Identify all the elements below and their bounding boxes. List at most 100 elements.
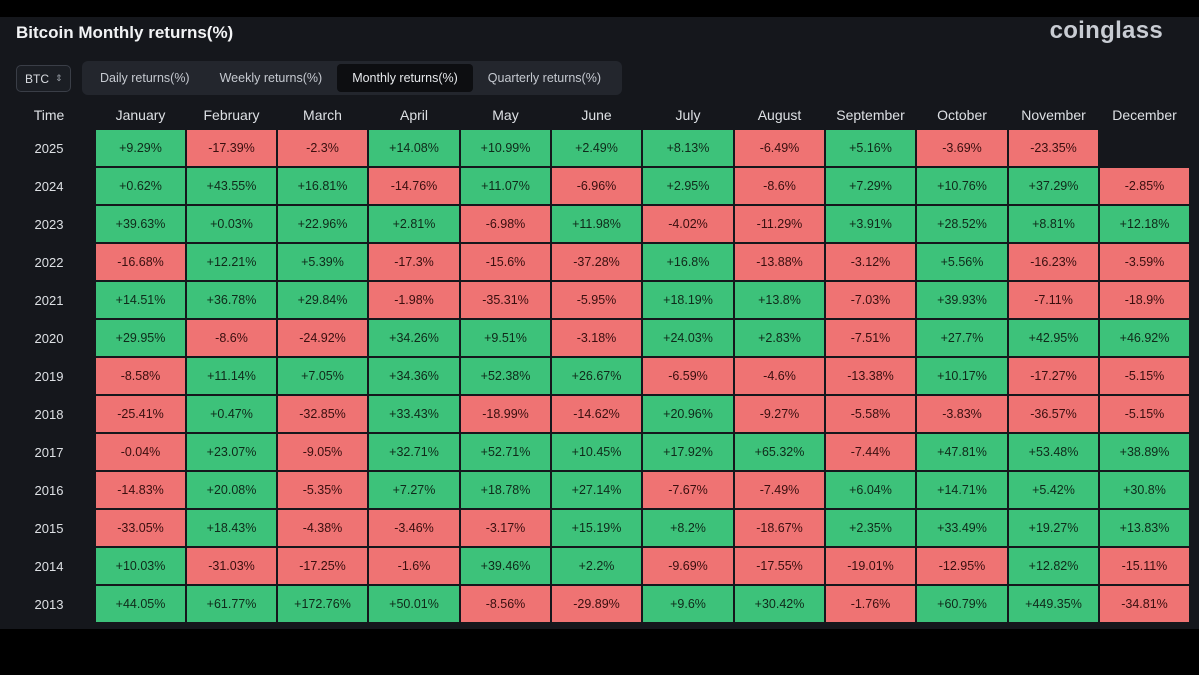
return-cell: +47.81% bbox=[915, 432, 1009, 472]
return-cell: +2.49% bbox=[550, 128, 643, 168]
return-cell: +52.38% bbox=[459, 356, 552, 396]
table-row: 2015 -33.05% +18.43% -4.38% -3.46% -3.17% +15.… bbox=[2, 508, 1191, 548]
return-cell: -31.03% bbox=[185, 546, 278, 586]
return-cell: -15.11% bbox=[1098, 546, 1191, 586]
return-cell: +5.16% bbox=[824, 128, 917, 168]
return-cell: +7.27% bbox=[367, 470, 461, 510]
return-cell: +16.8% bbox=[641, 242, 735, 282]
table-row: 2017 -0.04% +23.07% -9.05% +32.71% +52.71% +10… bbox=[2, 432, 1191, 472]
return-cell: -2.85% bbox=[1098, 166, 1191, 206]
return-cell: -5.58% bbox=[824, 394, 917, 434]
table-row: 2024 +0.62% +43.55% +16.81% -14.76% +11.07% -6… bbox=[2, 166, 1191, 206]
return-cell: +11.14% bbox=[185, 356, 278, 396]
year-cell: 2013 bbox=[2, 584, 96, 624]
return-cell: -5.15% bbox=[1098, 356, 1191, 396]
tab-monthly-returns[interactable]: Monthly returns(%) bbox=[337, 64, 473, 92]
return-cell: +9.51% bbox=[459, 318, 552, 358]
column-header-time: Time bbox=[33, 106, 65, 123]
return-cell: +14.08% bbox=[367, 128, 461, 168]
return-cell: -3.69% bbox=[915, 128, 1009, 168]
return-cell: +27.7% bbox=[915, 318, 1009, 358]
return-cell: +2.2% bbox=[550, 546, 643, 586]
tab-weekly-returns[interactable]: Weekly returns(%) bbox=[219, 71, 323, 85]
return-cell: +10.03% bbox=[94, 546, 187, 586]
return-cell: -1.76% bbox=[824, 584, 917, 624]
return-cell: -18.67% bbox=[733, 508, 826, 548]
return-cell: -36.57% bbox=[1007, 394, 1100, 434]
return-cell: +0.62% bbox=[94, 166, 187, 206]
return-cell: -3.83% bbox=[915, 394, 1009, 434]
return-cell: -9.05% bbox=[276, 432, 369, 472]
return-cell: -4.38% bbox=[276, 508, 369, 548]
return-cell: +30.8% bbox=[1098, 470, 1191, 510]
table-row: 2016 -14.83% +20.08% -5.35% +7.27% +18.78% +27… bbox=[2, 470, 1191, 510]
chevron-updown-icon: ⇕ bbox=[55, 73, 63, 83]
return-cell: -7.11% bbox=[1007, 280, 1100, 320]
column-header-november: November bbox=[1021, 106, 1086, 123]
return-cell: -3.17% bbox=[459, 508, 552, 548]
return-cell: +2.35% bbox=[824, 508, 917, 548]
returns-tabs: Daily returns(%) Weekly returns(%) Month… bbox=[82, 61, 622, 95]
return-cell: -35.31% bbox=[459, 280, 552, 320]
return-cell: +12.21% bbox=[185, 242, 278, 282]
return-cell: +8.13% bbox=[641, 128, 735, 168]
return-cell: -3.18% bbox=[550, 318, 643, 358]
return-cell: -32.85% bbox=[276, 394, 369, 434]
table-header-row: Time January February March April May June July… bbox=[3, 101, 1190, 129]
return-cell: -8.58% bbox=[94, 356, 187, 396]
return-cell: +60.79% bbox=[915, 584, 1009, 624]
return-cell: -14.76% bbox=[367, 166, 461, 206]
return-cell: +19.27% bbox=[1007, 508, 1100, 548]
table-row: 2014 +10.03% -31.03% -17.25% -1.6% +39.46% +2.… bbox=[2, 546, 1191, 586]
return-cell: +12.18% bbox=[1098, 204, 1191, 244]
table-row: 2018 -25.41% +0.47% -32.85% +33.43% -18.99% -1… bbox=[2, 394, 1191, 434]
monthly-returns-table: Time January February March April May June July… bbox=[2, 101, 1191, 624]
return-cell: +7.29% bbox=[824, 166, 917, 206]
return-cell: +29.95% bbox=[94, 318, 187, 358]
return-cell: +5.42% bbox=[1007, 470, 1100, 510]
return-cell: +24.03% bbox=[641, 318, 735, 358]
column-header-january: January bbox=[115, 106, 166, 123]
return-cell: +29.84% bbox=[276, 280, 369, 320]
return-cell: +8.81% bbox=[1007, 204, 1100, 244]
return-cell: -7.49% bbox=[733, 470, 826, 510]
return-cell: +172.76% bbox=[276, 584, 369, 624]
return-cell: +15.19% bbox=[550, 508, 643, 548]
tab-quarterly-returns[interactable]: Quarterly returns(%) bbox=[487, 71, 602, 85]
return-cell: +33.43% bbox=[367, 394, 461, 434]
return-cell: -17.39% bbox=[185, 128, 278, 168]
tab-daily-returns[interactable]: Daily returns(%) bbox=[100, 71, 190, 85]
return-cell: -5.15% bbox=[1098, 394, 1191, 434]
return-cell: +23.07% bbox=[185, 432, 278, 472]
return-cell: -13.38% bbox=[824, 356, 917, 396]
return-cell: -34.81% bbox=[1098, 584, 1191, 624]
return-cell: -3.12% bbox=[824, 242, 917, 282]
return-cell: -9.69% bbox=[641, 546, 735, 586]
return-cell: -6.98% bbox=[459, 204, 552, 244]
return-cell: +28.52% bbox=[915, 204, 1009, 244]
return-cell: +53.48% bbox=[1007, 432, 1100, 472]
return-cell: +42.95% bbox=[1007, 318, 1100, 358]
year-cell: 2020 bbox=[2, 318, 96, 358]
return-cell: -11.29% bbox=[733, 204, 826, 244]
return-cell: +17.92% bbox=[641, 432, 735, 472]
return-cell: +30.42% bbox=[733, 584, 826, 624]
return-cell: +46.92% bbox=[1098, 318, 1191, 358]
table-row: 2020 +29.95% -8.6% -24.92% +34.26% +9.51% -3.1… bbox=[2, 318, 1191, 358]
return-cell: -16.68% bbox=[94, 242, 187, 282]
column-header-march: March bbox=[303, 106, 342, 123]
return-cell: +39.93% bbox=[915, 280, 1009, 320]
year-cell: 2015 bbox=[2, 508, 96, 548]
return-cell: +2.81% bbox=[367, 204, 461, 244]
return-cell: +20.96% bbox=[641, 394, 735, 434]
column-header-october: October bbox=[937, 106, 987, 123]
return-cell: -9.27% bbox=[733, 394, 826, 434]
return-cell: -3.46% bbox=[367, 508, 461, 548]
return-cell: -16.23% bbox=[1007, 242, 1100, 282]
return-cell: -6.59% bbox=[641, 356, 735, 396]
return-cell: -8.6% bbox=[185, 318, 278, 358]
asset-select[interactable]: BTC ⇕ bbox=[16, 65, 71, 92]
return-cell: -1.98% bbox=[367, 280, 461, 320]
return-cell: -15.6% bbox=[459, 242, 552, 282]
return-cell: +8.2% bbox=[641, 508, 735, 548]
